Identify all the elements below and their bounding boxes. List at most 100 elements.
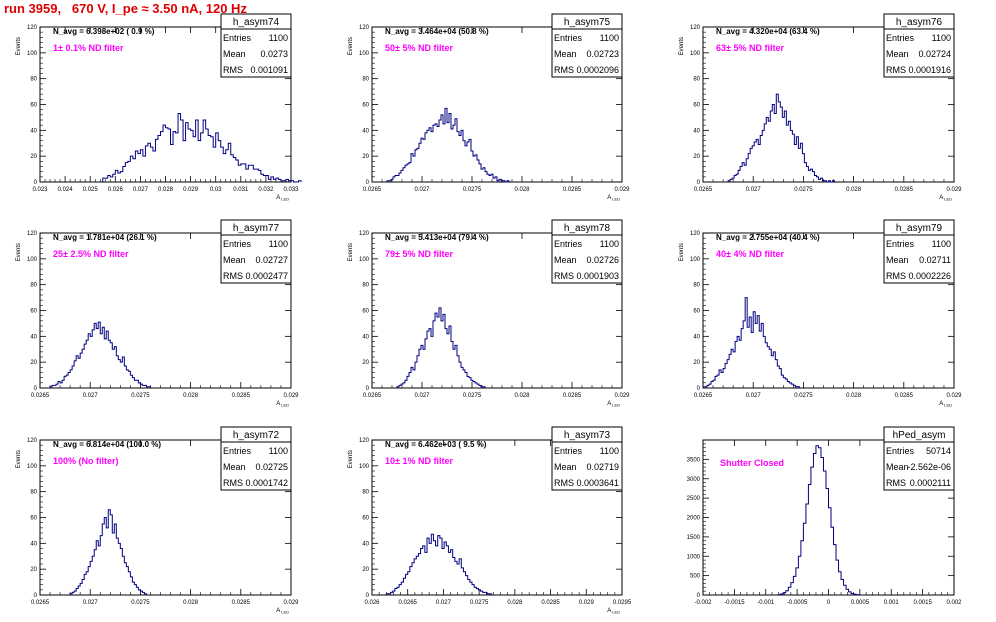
histogram-panel-h_asym72: 0.0265 0.027 0.0275 0.028 0.0285 0.029 0 20 40 60… bbox=[16, 426, 299, 615]
stats-label-entries: Entries bbox=[223, 33, 252, 43]
y-tick-label: 120 bbox=[359, 231, 370, 237]
stats-label-rms: RMS bbox=[554, 271, 574, 281]
x-tick-label: 0.027 bbox=[83, 600, 99, 606]
y-tick-label: 0 bbox=[366, 180, 370, 186]
y-tick-label: 80 bbox=[693, 77, 700, 83]
x-axis-label: ALED bbox=[276, 195, 289, 202]
histogram-name: h_asym75 bbox=[564, 17, 611, 28]
y-axis-label: Events bbox=[348, 450, 354, 468]
stats-label-entries: Entries bbox=[886, 446, 915, 456]
x-tick-label: 0.0005 bbox=[851, 600, 870, 606]
y-tick-label: 500 bbox=[690, 574, 701, 580]
x-tick-label: -0.0015 bbox=[724, 600, 745, 606]
x-tick-label: 0.0275 bbox=[463, 187, 482, 193]
x-tick-label: 0.029 bbox=[183, 187, 199, 193]
stats-label-entries: Entries bbox=[886, 239, 915, 249]
x-tick-label: 0.028 bbox=[158, 187, 174, 193]
stats-value-mean: 0.0273 bbox=[260, 49, 288, 59]
stats-box bbox=[220, 426, 292, 491]
x-tick-label: 0.0265 bbox=[694, 187, 713, 193]
x-tick-label: 0.029 bbox=[946, 187, 962, 193]
stats-value-rms: 0.0001916 bbox=[908, 65, 951, 75]
navg-label: N_avg = 2.755e+04 (40.4 %) bbox=[716, 233, 820, 242]
x-tick-label: 0.029 bbox=[283, 600, 299, 606]
x-tick-label: 0.025 bbox=[83, 187, 99, 193]
x-tick-label: 0.002 bbox=[946, 600, 962, 606]
stats-value-mean: 0.02727 bbox=[255, 255, 288, 265]
filter-annotation: 63± 5% ND filter bbox=[716, 43, 784, 53]
y-tick-label: 20 bbox=[30, 154, 37, 160]
y-tick-label: 1500 bbox=[687, 535, 701, 541]
x-tick-label: 0.03 bbox=[210, 187, 222, 193]
x-tick-label: 0.0275 bbox=[463, 393, 482, 399]
y-tick-label: 20 bbox=[30, 567, 37, 573]
x-axis-label: ALED bbox=[607, 608, 620, 615]
stats-label-entries: Entries bbox=[554, 239, 583, 249]
x-tick-label: 0.0285 bbox=[895, 187, 914, 193]
stats-value-mean: 0.02711 bbox=[919, 255, 951, 265]
x-tick-label: 0.028 bbox=[846, 187, 862, 193]
filter-annotation: Shutter Closed bbox=[720, 458, 784, 468]
x-axis-label: ALED bbox=[939, 195, 952, 202]
stats-box bbox=[551, 219, 623, 284]
y-tick-label: 80 bbox=[362, 283, 369, 289]
y-tick-label: 60 bbox=[30, 103, 37, 109]
y-tick-label: 3000 bbox=[687, 477, 701, 483]
y-tick-label: 100 bbox=[690, 51, 701, 57]
stats-value-entries: 50714 bbox=[926, 446, 951, 456]
x-tick-label: -0.002 bbox=[694, 600, 712, 606]
y-tick-label: 120 bbox=[359, 25, 370, 31]
x-tick-label: 0.0265 bbox=[31, 600, 50, 606]
filter-annotation: 10± 1% ND filter bbox=[385, 456, 453, 466]
stats-label-mean: Mean bbox=[886, 255, 909, 265]
y-tick-label: 40 bbox=[693, 334, 700, 340]
stats-label-rms: RMS bbox=[886, 478, 906, 488]
x-tick-label: 0.001 bbox=[884, 600, 900, 606]
y-tick-label: 40 bbox=[362, 128, 369, 134]
x-tick-label: 0.027 bbox=[436, 600, 452, 606]
stats-label-entries: Entries bbox=[223, 239, 252, 249]
navg-label: N_avg = 6.398e+02 ( 0.9 %) bbox=[53, 27, 155, 36]
y-tick-label: 40 bbox=[362, 334, 369, 340]
histogram-line bbox=[49, 321, 151, 388]
stats-value-mean: -2.562e-06 bbox=[907, 462, 951, 472]
stats-value-mean: 0.02726 bbox=[586, 255, 619, 265]
x-axis-label: ALED bbox=[276, 608, 289, 615]
stats-label-mean: Mean bbox=[554, 255, 577, 265]
y-tick-label: 0 bbox=[34, 386, 38, 392]
stats-box bbox=[551, 426, 623, 491]
x-tick-label: 0.026 bbox=[108, 187, 124, 193]
y-tick-label: 100 bbox=[690, 257, 701, 263]
x-tick-label: 0.029 bbox=[946, 393, 962, 399]
histogram-name: h_asym76 bbox=[896, 17, 943, 28]
histogram-line bbox=[386, 107, 510, 183]
y-tick-label: 80 bbox=[362, 77, 369, 83]
stats-value-entries: 1100 bbox=[932, 239, 951, 249]
histogram-line bbox=[396, 307, 486, 388]
stats-label-rms: RMS bbox=[554, 65, 574, 75]
y-tick-label: 60 bbox=[362, 516, 369, 522]
stats-value-entries: 1100 bbox=[269, 33, 288, 43]
histogram-name: h_asym79 bbox=[896, 223, 943, 234]
stats-label-rms: RMS bbox=[886, 271, 906, 281]
histogram-line bbox=[69, 509, 147, 595]
x-tick-label: 0.029 bbox=[614, 393, 630, 399]
x-tick-label: 0.0275 bbox=[131, 600, 150, 606]
stats-box bbox=[883, 219, 955, 284]
x-tick-label: 0.0285 bbox=[541, 600, 560, 606]
x-tick-label: 0.0285 bbox=[232, 600, 251, 606]
x-tick-label: 0.0265 bbox=[694, 393, 713, 399]
x-tick-label: 0.027 bbox=[414, 393, 430, 399]
navg-label: N_avg = 5.413e+04 (79.4 %) bbox=[385, 233, 489, 242]
stats-label-entries: Entries bbox=[223, 446, 252, 456]
histogram-name: h_asym78 bbox=[564, 223, 611, 234]
y-tick-label: 100 bbox=[27, 257, 38, 263]
histogram-line bbox=[727, 93, 836, 183]
y-tick-label: 0 bbox=[697, 180, 701, 186]
y-tick-label: 80 bbox=[30, 490, 37, 496]
filter-annotation: 25± 2.5% ND filter bbox=[53, 249, 129, 259]
stats-value-rms: 0.0001903 bbox=[576, 271, 619, 281]
y-tick-label: 0 bbox=[366, 386, 370, 392]
y-tick-label: 0 bbox=[697, 593, 701, 599]
stats-box bbox=[883, 13, 955, 78]
